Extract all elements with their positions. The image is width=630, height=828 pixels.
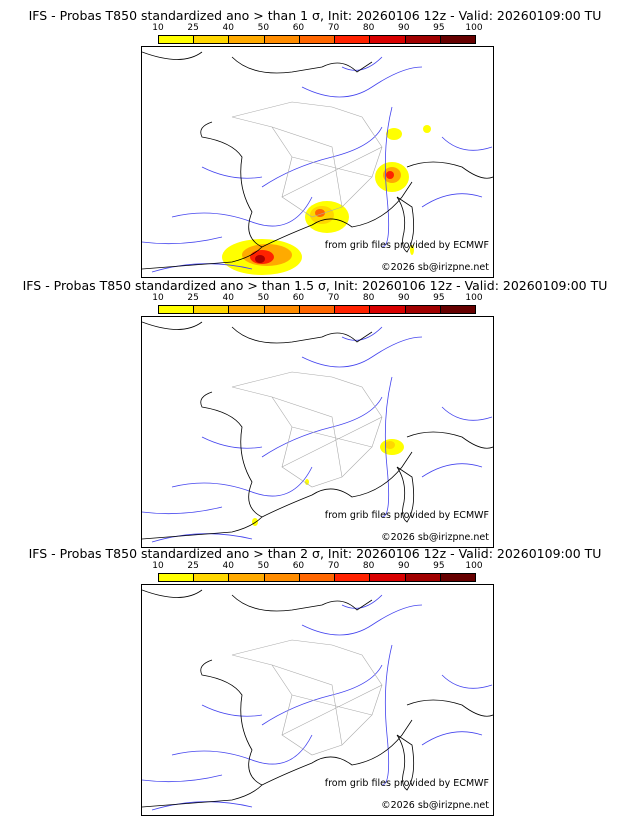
map-panel: IFS - Probas T850 standardized ano > tha… [0,278,630,548]
colorbar-segment [229,306,265,313]
colorbar-tick: 10 [152,561,164,571]
colorbar-segment [440,36,475,43]
colorbar-segment [405,574,441,581]
copyright-credit: ©2026 sb@irizpne.net [381,262,489,273]
coastlines [142,51,493,270]
colorbar-tick: 90 [398,561,410,571]
colorbar-ticks: 10 25 40 50 60 70 80 90 95 100 [152,23,482,33]
colorbar-tick: 70 [327,561,340,571]
data-source-credit: from grib files provided by ECMWF [324,510,489,521]
probability-area [305,479,309,485]
data-source-credit: from grib files provided by ECMWF [324,240,489,251]
map-canvas [142,589,493,811]
map-canvas [142,321,493,543]
probability-area [386,171,394,179]
probability-area [255,255,265,263]
colorbar-tick: 50 [257,561,270,571]
colorbar-segment [370,36,406,43]
colorbar-tick: 40 [222,561,234,571]
panel-title: IFS - Probas T850 standardized ano > tha… [22,278,608,293]
colorbar-segment [159,574,195,581]
colorbar-segment [264,306,300,313]
probability-area [410,245,414,255]
colorbar [158,573,476,582]
colorbar-tick: 70 [327,23,340,33]
borders-regions [231,639,383,756]
colorbar-tick: 80 [362,23,375,33]
probability-area [385,441,395,449]
colorbar-segment [299,306,336,313]
colorbar [158,305,476,314]
colorbar-tick: 70 [327,293,340,303]
colorbar-segment [299,36,336,43]
colorbar-tick: 60 [292,23,305,33]
colorbar-tick: 95 [433,561,445,571]
colorbar-tick: 100 [465,561,483,571]
colorbar-segment [370,574,406,581]
colorbar-tick: 40 [222,293,234,303]
colorbar-tick: 95 [433,23,445,33]
probability-map: from grib files provided by ECMWF ©2026 … [141,584,494,816]
coastlines [142,321,493,540]
colorbar-tick: 60 [292,561,305,571]
rivers [142,594,493,811]
colorbar-segment [229,36,265,43]
rivers [142,56,493,273]
copyright-credit: ©2026 sb@irizpne.net [381,532,489,543]
borders-regions [231,371,383,488]
colorbar-segment [440,574,475,581]
coastlines [142,589,493,808]
panel-title: IFS - Probas T850 standardized ano > tha… [28,546,602,561]
rivers [142,326,493,543]
probability-area [386,128,402,140]
colorbar-segment [405,306,441,313]
colorbar-segment [440,306,475,313]
colorbar-tick: 80 [362,293,375,303]
colorbar-tick: 100 [465,23,483,33]
colorbar-tick: 50 [257,293,270,303]
colorbar-tick: 10 [152,23,164,33]
colorbar-segment [194,574,230,581]
map-panel: IFS - Probas T850 standardized ano > tha… [0,546,630,816]
colorbar-segment [264,574,300,581]
colorbar-segment [370,306,406,313]
colorbar-tick: 80 [362,561,375,571]
colorbar-tick: 60 [292,293,305,303]
colorbar-segment [159,306,195,313]
colorbar-tick: 95 [433,293,445,303]
colorbar-tick: 10 [152,293,164,303]
colorbar-tick: 100 [465,293,483,303]
colorbar-segment [159,36,195,43]
colorbar-ticks: 10 25 40 50 60 70 80 90 95 100 [152,293,482,303]
colorbar-segment [335,36,371,43]
colorbar-tick: 90 [398,293,410,303]
colorbar-tick: 50 [257,23,270,33]
colorbar-segment [229,574,265,581]
probability-map: from grib files provided by ECMWF ©2026 … [141,316,494,548]
map-panel: IFS - Probas T850 standardized ano > tha… [0,8,630,278]
probability-area [252,518,258,526]
colorbar-segment [264,36,300,43]
borders-regions [231,101,383,218]
copyright-credit: ©2026 sb@irizpne.net [381,800,489,811]
colorbar-segment [194,306,230,313]
colorbar-segment [335,574,371,581]
colorbar-tick: 25 [187,293,199,303]
colorbar-segment [405,36,441,43]
map-canvas [142,51,493,275]
colorbar-tick: 90 [398,23,410,33]
colorbar-segment [194,36,230,43]
colorbar-segment [335,306,371,313]
data-source-credit: from grib files provided by ECMWF [324,778,489,789]
colorbar-segment [299,574,336,581]
probability-area [423,125,431,133]
probability-map: from grib files provided by ECMWF ©2026 … [141,46,494,278]
colorbar-tick: 40 [222,23,234,33]
panel-title: IFS - Probas T850 standardized ano > tha… [28,8,602,23]
colorbar-ticks: 10 25 40 50 60 70 80 90 95 100 [152,561,482,571]
colorbar-tick: 25 [187,23,199,33]
colorbar-tick: 25 [187,561,199,571]
colorbar [158,35,476,44]
